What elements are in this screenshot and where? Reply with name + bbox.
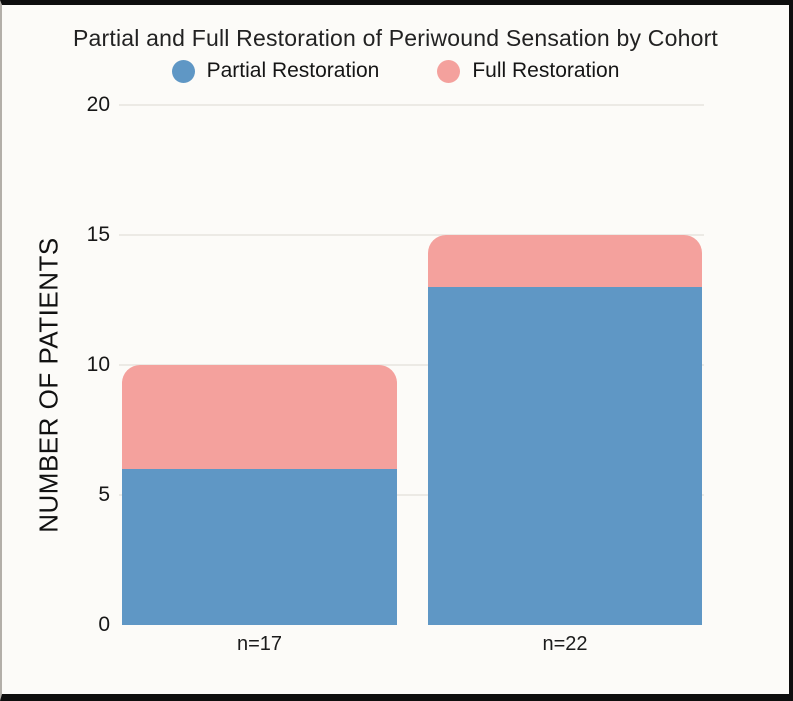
plot-area [119, 104, 704, 625]
bar-segment-full-restoration [428, 235, 702, 287]
gridline [119, 104, 704, 106]
y-axis-ticks: 0 5 10 15 20 [42, 5, 110, 694]
x-axis-labels: n=17 n=22 [119, 633, 704, 663]
y-tick-label: 10 [86, 353, 110, 376]
partial-restoration-swatch-icon [171, 59, 195, 83]
y-tick-label: 15 [86, 223, 110, 246]
y-tick-label: 5 [98, 483, 110, 506]
legend: Partial Restoration Full Restoration [2, 59, 789, 83]
legend-item-full: Full Restoration [437, 59, 619, 83]
bar-segment-partial-restoration [122, 469, 397, 625]
bar-n=17 [122, 365, 397, 625]
legend-label-partial: Partial Restoration [206, 59, 380, 82]
gridline [119, 234, 704, 236]
bar-segment-partial-restoration [428, 287, 702, 625]
legend-label-full: Full Restoration [472, 59, 620, 82]
chart-title: Partial and Full Restoration of Periwoun… [72, 25, 719, 51]
y-tick-label: 20 [86, 93, 110, 116]
bar-segment-full-restoration [122, 365, 397, 469]
gridline [119, 494, 704, 496]
full-restoration-swatch-icon [437, 59, 461, 83]
y-tick-label: 0 [98, 613, 110, 636]
x-axis-label: n=22 [542, 633, 588, 655]
legend-item-partial: Partial Restoration [171, 59, 380, 83]
x-axis-label: n=17 [236, 633, 283, 655]
bar-n=22 [428, 235, 702, 625]
gridline [119, 364, 704, 366]
